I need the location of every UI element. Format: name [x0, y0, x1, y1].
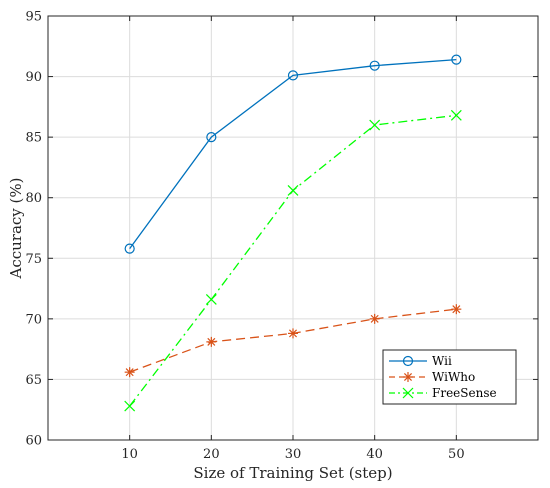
data-point — [450, 109, 462, 121]
y-axis-label: Accuracy (%) — [7, 177, 25, 279]
data-point — [369, 60, 380, 71]
y-tick-label: 85 — [25, 131, 42, 146]
data-point — [451, 54, 462, 65]
data-point — [206, 132, 217, 143]
y-tick-label: 90 — [25, 70, 42, 85]
series-wiwho — [124, 304, 462, 378]
legend-marker — [402, 355, 414, 367]
data-point — [206, 336, 217, 347]
series-line — [129, 58, 457, 249]
y-tick-label: 70 — [25, 312, 42, 327]
legend-item: WiWho — [389, 370, 475, 384]
data-point — [124, 400, 136, 412]
legend-item: FreeSense — [389, 386, 497, 400]
x-axis-label: Size of Training Set (step) — [193, 464, 392, 482]
data-point — [124, 367, 135, 378]
y-tick-label: 60 — [25, 434, 42, 449]
legend-marker — [403, 372, 413, 382]
data-point — [288, 328, 298, 339]
series-freesense — [124, 109, 462, 412]
y-tick-label: 80 — [25, 191, 42, 206]
plot-frame — [47, 15, 539, 441]
data-point — [369, 313, 380, 324]
legend-label: FreeSense — [432, 386, 497, 400]
x-tick-label: 40 — [366, 447, 383, 462]
data-point — [287, 185, 299, 196]
y-tick-label: 65 — [25, 373, 42, 388]
y-tick-label: 95 — [25, 10, 42, 25]
x-tick-label: 20 — [203, 447, 220, 462]
y-tick-label: 75 — [25, 252, 42, 267]
legend-item: Wii — [389, 354, 452, 368]
axis-ticks: 10 20 30 40 50 60 65 70 75 80 85 90 95 — [25, 10, 538, 462]
legend: Wii WiWho FreeSense — [382, 349, 517, 405]
data-point — [124, 243, 135, 254]
legend-label: WiWho — [432, 370, 475, 384]
series-wii — [124, 54, 462, 254]
x-tick-label: 10 — [121, 447, 138, 462]
x-tick-label: 30 — [285, 447, 302, 462]
legend-marker — [402, 387, 414, 399]
data-point — [451, 304, 462, 315]
legend-label: Wii — [432, 354, 452, 368]
data-point — [369, 119, 381, 131]
x-tick-label: 50 — [448, 447, 465, 462]
series-layer — [124, 54, 462, 412]
data-point — [287, 70, 299, 81]
data-point — [205, 294, 217, 305]
